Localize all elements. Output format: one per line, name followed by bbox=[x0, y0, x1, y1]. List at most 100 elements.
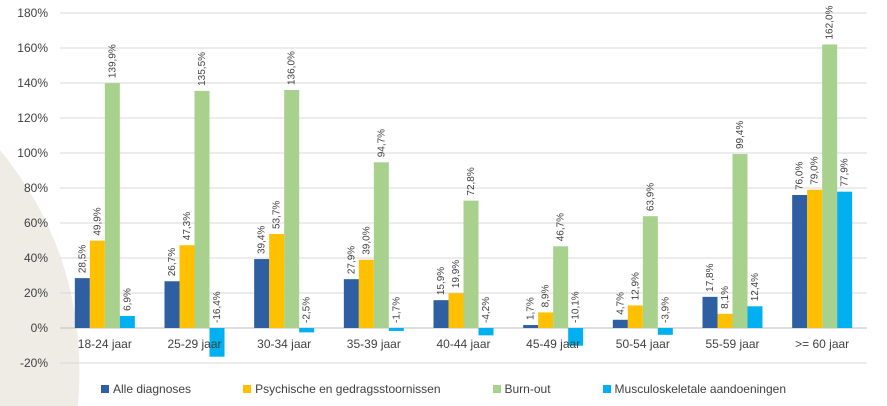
x-tick-label: 25-29 jaar bbox=[167, 337, 221, 351]
legend-swatch bbox=[243, 385, 252, 393]
legend-item: Musculoskeletale aandoeningen bbox=[602, 378, 786, 400]
data-label: 6,9% bbox=[122, 288, 133, 311]
data-label: 26,7% bbox=[167, 248, 178, 276]
y-tick-label: 20% bbox=[24, 286, 48, 300]
x-tick-label: 40-44 jaar bbox=[436, 337, 490, 351]
data-label: -10,1% bbox=[571, 291, 582, 323]
bar bbox=[807, 189, 823, 328]
bar bbox=[448, 293, 464, 328]
data-label: 135,5% bbox=[197, 52, 208, 86]
data-label: 76,0% bbox=[795, 162, 806, 190]
data-label: 139,9% bbox=[107, 44, 118, 78]
legend-item: Burn-out bbox=[492, 378, 551, 400]
data-label: -3,9% bbox=[660, 297, 671, 323]
bar bbox=[299, 328, 315, 333]
data-label: 79,0% bbox=[810, 156, 821, 184]
legend-label: Musculoskeletale aandoeningen bbox=[614, 382, 786, 396]
bar bbox=[358, 259, 374, 328]
data-label: -2,5% bbox=[302, 297, 313, 323]
data-label: 17,8% bbox=[705, 263, 716, 291]
bar bbox=[433, 300, 449, 328]
data-label: 49,9% bbox=[92, 207, 103, 235]
y-tick-label: 140% bbox=[17, 76, 48, 90]
bar bbox=[194, 90, 210, 328]
bar bbox=[702, 296, 718, 328]
y-tick-label: 180% bbox=[17, 6, 48, 20]
data-label: 1,7% bbox=[526, 297, 537, 320]
background-arc bbox=[0, 150, 80, 406]
data-label: 136,0% bbox=[287, 51, 298, 85]
data-label: 39,4% bbox=[257, 226, 268, 254]
bar bbox=[732, 154, 748, 328]
data-label: 28,5% bbox=[77, 245, 88, 273]
data-label: 77,9% bbox=[840, 158, 851, 186]
bar bbox=[568, 328, 584, 346]
bar bbox=[74, 278, 90, 328]
bar bbox=[119, 315, 135, 328]
bar bbox=[837, 191, 853, 328]
bar bbox=[269, 234, 285, 328]
bar bbox=[717, 313, 733, 328]
x-tick-label: 55-59 jaar bbox=[705, 337, 759, 351]
y-tick-label: 80% bbox=[24, 181, 48, 195]
y-tick-label: 120% bbox=[17, 111, 48, 125]
data-label: 4,7% bbox=[615, 292, 626, 315]
data-label: 19,9% bbox=[451, 260, 462, 288]
bar bbox=[538, 312, 554, 328]
data-label: -1,7% bbox=[391, 297, 402, 323]
y-tick-label: 100% bbox=[17, 146, 48, 160]
legend-swatch bbox=[492, 385, 501, 393]
legend-label: Burn-out bbox=[504, 382, 551, 396]
bar bbox=[89, 240, 105, 328]
data-label: -4,2% bbox=[481, 297, 492, 323]
data-label: 63,9% bbox=[645, 183, 656, 211]
bar bbox=[388, 328, 404, 331]
bar bbox=[612, 319, 628, 328]
data-label: 162,0% bbox=[825, 5, 836, 39]
bar bbox=[642, 216, 658, 328]
bar bbox=[209, 328, 225, 357]
legend-label: Psychische en gedragsstoornissen bbox=[255, 382, 441, 396]
data-label: 99,4% bbox=[735, 121, 746, 149]
bar bbox=[104, 83, 120, 328]
bar bbox=[523, 325, 539, 328]
bar bbox=[627, 305, 643, 328]
bar bbox=[179, 245, 195, 328]
x-tick-label: 45-49 jaar bbox=[526, 337, 580, 351]
y-tick-label: -20% bbox=[20, 356, 48, 370]
y-tick-label: 40% bbox=[24, 251, 48, 265]
data-label: 46,7% bbox=[556, 213, 567, 241]
data-label: 53,7% bbox=[272, 201, 283, 229]
data-label: 39,0% bbox=[361, 226, 372, 254]
bar bbox=[553, 246, 569, 328]
bars bbox=[74, 44, 853, 357]
legend-swatch bbox=[602, 385, 611, 393]
bar bbox=[822, 44, 838, 328]
data-label: 12,9% bbox=[630, 272, 641, 300]
legend-swatch bbox=[101, 385, 109, 393]
x-axis: 18-24 jaar 25-29 jaar 30-34 jaar 35-39 jaar… bbox=[78, 337, 849, 351]
data-label: 15,9% bbox=[436, 267, 447, 295]
x-tick-label: 50-54 jaar bbox=[616, 337, 670, 351]
data-labels: 28,5% 49,9% 139,9% 6,9% 26,7% 47,3% 135,5% -16,… bbox=[77, 5, 850, 323]
data-label: 27,9% bbox=[346, 246, 357, 274]
legend-item: Alle diagnoses bbox=[101, 378, 191, 400]
legend-item: Psychische en gedragsstoornissen bbox=[243, 378, 441, 400]
y-axis: -20% 0% 20% 40% 60% 80% 100% 120% 140% 160% 180% bbox=[17, 6, 48, 370]
bar bbox=[747, 306, 763, 328]
data-label: 12,4% bbox=[750, 273, 761, 301]
legend-label: Alle diagnoses bbox=[113, 382, 192, 396]
x-tick-label: 18-24 jaar bbox=[78, 337, 132, 351]
data-label: 47,3% bbox=[182, 212, 193, 240]
x-tick-label: 35-39 jaar bbox=[347, 337, 401, 351]
data-label: 72,8% bbox=[466, 167, 477, 195]
bar bbox=[284, 90, 300, 328]
x-tick-label: 30-34 jaar bbox=[257, 337, 311, 351]
x-tick-label: >= 60 jaar bbox=[795, 337, 849, 351]
data-label: 8,9% bbox=[541, 285, 552, 308]
bar bbox=[792, 195, 808, 328]
data-label: 94,7% bbox=[376, 129, 387, 157]
y-tick-label: 160% bbox=[17, 41, 48, 55]
bar bbox=[373, 162, 389, 328]
